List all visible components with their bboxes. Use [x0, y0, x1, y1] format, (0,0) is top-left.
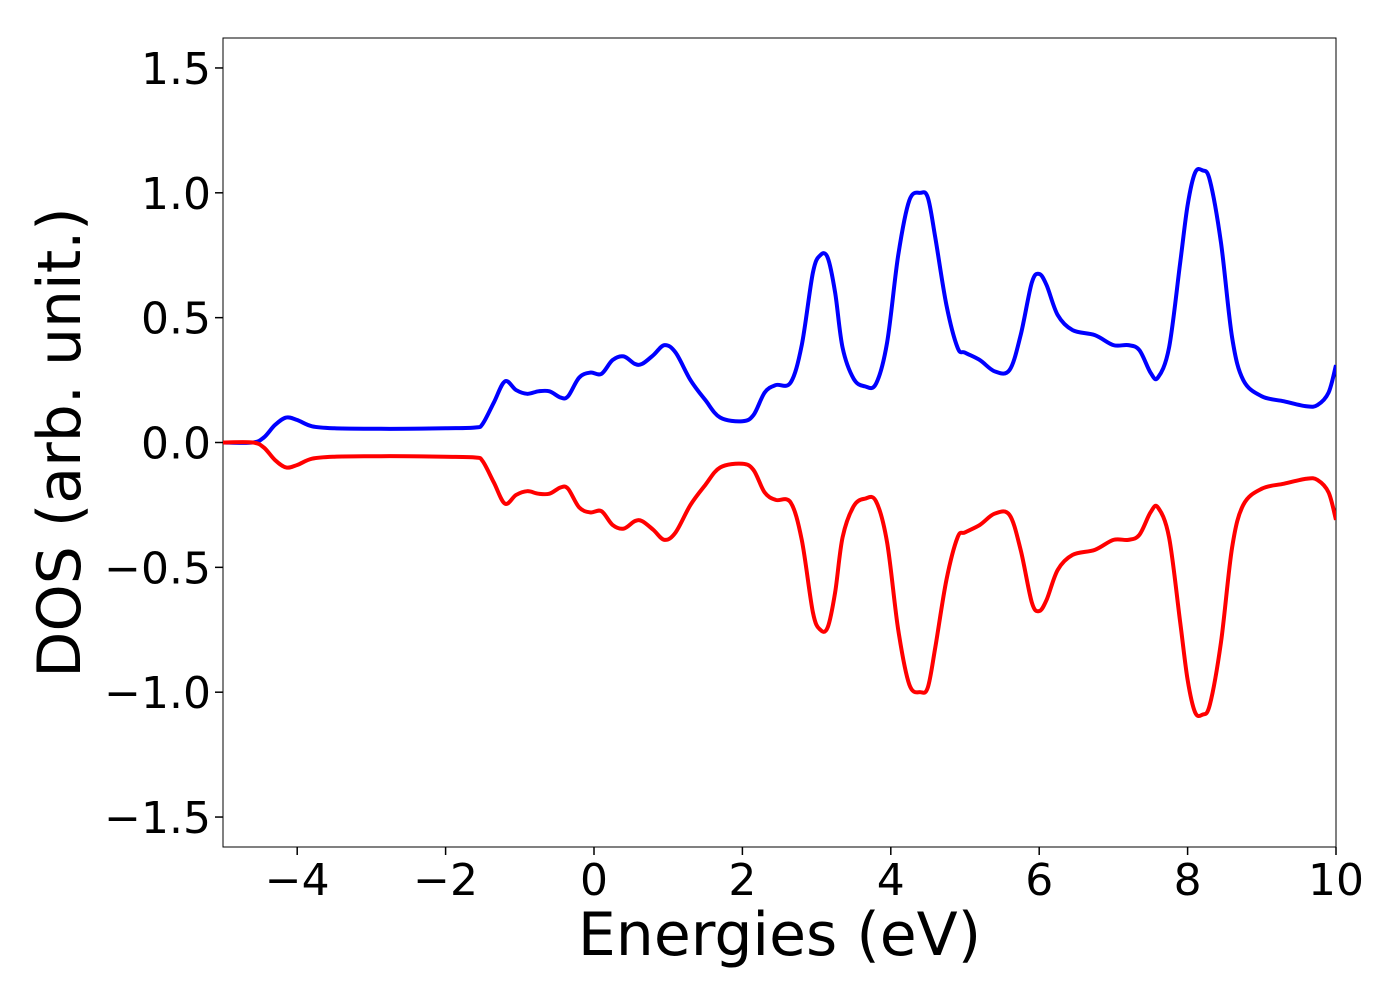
- series-line-2: [223, 440, 1336, 719]
- x-tick-label: 8: [1174, 855, 1202, 906]
- series-line-1: [223, 166, 1336, 445]
- x-axis-label: Energies (eV): [578, 900, 981, 970]
- series-group: [223, 166, 1336, 719]
- y-tick-label: −1.5: [104, 793, 211, 844]
- y-tick-label: 0.0: [141, 419, 211, 470]
- y-axis-ticks: 1.5 1.0 0.5 0.0 −0.5 −1.0 −1.5: [104, 44, 223, 844]
- plot-frame: [222, 37, 1337, 848]
- y-tick-label: −0.5: [104, 543, 211, 594]
- x-tick-label: 4: [877, 855, 905, 906]
- y-tick-label: −1.0: [104, 668, 211, 719]
- y-axis-label: DOS (arb. unit.): [25, 207, 95, 677]
- x-tick-label: 0: [580, 855, 608, 906]
- x-tick-label: 2: [728, 855, 756, 906]
- x-axis-ticks: −4 −2 0 2 4 6 8 10: [265, 847, 1364, 906]
- x-tick-label: −2: [413, 855, 478, 906]
- x-tick-label: −4: [265, 855, 330, 906]
- plot-area: −4 −2 0 2 4 6 8 10 1.5 1.0 0.5 0.0 −0.5 −1.0 −1.5: [104, 37, 1364, 906]
- y-tick-label: 1.0: [141, 169, 211, 220]
- y-tick-label: 0.5: [141, 294, 211, 345]
- x-tick-label: 10: [1308, 855, 1364, 906]
- y-tick-label: 1.5: [141, 44, 211, 95]
- x-tick-label: 6: [1025, 855, 1053, 906]
